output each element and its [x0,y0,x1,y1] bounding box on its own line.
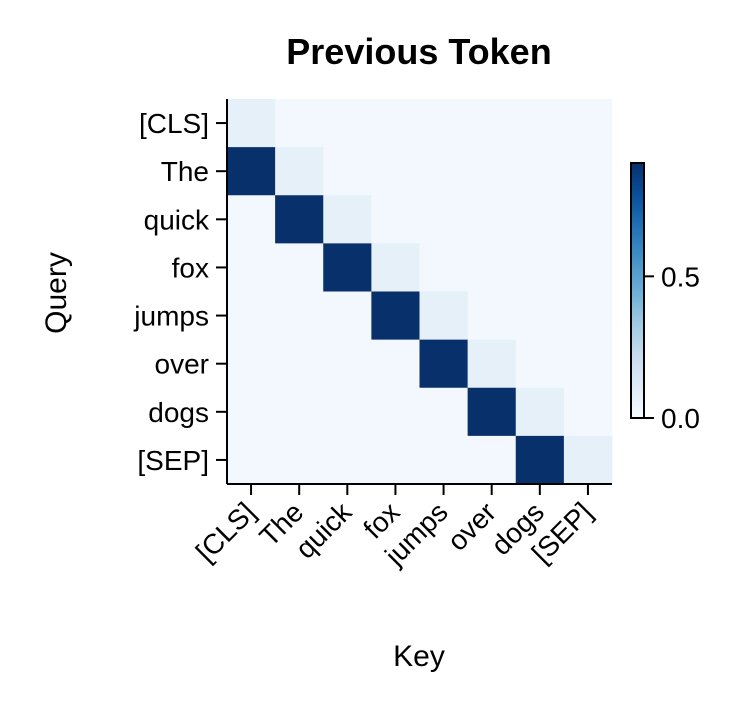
x-tick-label: [CLS] [190,496,261,567]
heatmap-cell [419,435,469,485]
heatmap-cell [419,339,469,389]
heatmap-cell [323,435,372,485]
heatmap-cell [275,291,324,341]
y-tick-label: dogs [148,397,209,428]
heatmap-cell [323,147,372,196]
chart-title: Previous Token [286,31,551,72]
colorbar-tick-label: 0.0 [661,403,700,434]
heatmap-cell [371,195,420,244]
heatmap-cell [515,147,565,196]
heatmap-cell [515,339,565,389]
heatmap-cell [371,435,420,485]
heatmap-cell [275,387,324,437]
y-axis-label: Query [40,252,73,334]
heatmap-cell [275,195,324,244]
heatmap-cell [275,243,324,292]
heatmap-cell [371,387,420,437]
heatmap-cell [467,387,517,437]
x-axis-label: Key [393,640,445,673]
heatmap-cell [419,195,469,244]
heatmap-cell [419,99,469,148]
heatmap-cell [467,195,517,244]
heatmap-cell [323,243,372,292]
heatmap-cell [467,291,517,341]
heatmap-cell [227,243,276,292]
heatmap-cell [371,147,420,196]
colorbar: 0.0 0.5 [630,162,700,434]
heatmap-cell [563,291,613,341]
heatmap-cell [419,291,469,341]
heatmap-cell [227,99,276,148]
colorbar-gradient [630,162,645,419]
heatmap-cell [467,339,517,389]
heatmap-cell [371,291,420,341]
y-tick-label: fox [172,252,209,283]
y-tick-label: over [155,349,209,380]
y-tick-label: quick [144,204,210,235]
heatmap-cell [563,195,613,244]
heatmap-cell [275,435,324,485]
heatmap-cell [515,195,565,244]
heatmap-cell [227,291,276,341]
heatmap-cell [323,339,372,389]
heatmap-cell [467,243,517,292]
y-tick-label: jumps [133,301,209,332]
heatmap-cell [419,147,469,196]
heatmap-cell [275,99,324,148]
heatmap-cell [227,435,276,485]
heatmap-cell [467,99,517,148]
colorbar-tick-label: 0.5 [661,261,700,292]
heatmap-cell [563,147,613,196]
y-tick-label: [CLS] [139,108,209,139]
heatmap-cell [563,339,613,389]
heatmap-cell [467,147,517,196]
heatmap-cell [563,435,613,485]
heatmap-cell [515,243,565,292]
heatmap-cell [419,387,469,437]
y-tick-label: The [161,156,209,187]
heatmap-cell [371,243,420,292]
heatmap-cell [323,195,372,244]
heatmap-cell [323,387,372,437]
heatmap-cell [275,147,324,196]
heatmap-cell [467,435,517,485]
heatmap-cell [515,291,565,341]
heatmap-cell [515,387,565,437]
heatmap-cell [227,147,276,196]
heatmap-cell [371,99,420,148]
heatmap-cell [515,435,565,485]
y-ticks: [CLS] The quick fox jumps over dogs [SEP] [133,108,227,476]
heatmap-axes [226,99,612,485]
heatmap-cell [227,195,276,244]
heatmap-cell [275,339,324,389]
heatmap-cell [227,387,276,437]
heatmap-cell [371,339,420,389]
heatmap-cell [563,99,613,148]
heatmap-cell [227,339,276,389]
heatmap-cell [563,243,613,292]
heatmap-cell [419,243,469,292]
heatmap-cell [563,387,613,437]
y-tick-label: [SEP] [137,445,209,476]
heatmap-cell [323,291,372,341]
heatmap-cell [515,99,565,148]
heatmap-cell [323,99,372,148]
heatmap-cells [227,99,613,485]
x-tick-label: quick [289,496,358,565]
